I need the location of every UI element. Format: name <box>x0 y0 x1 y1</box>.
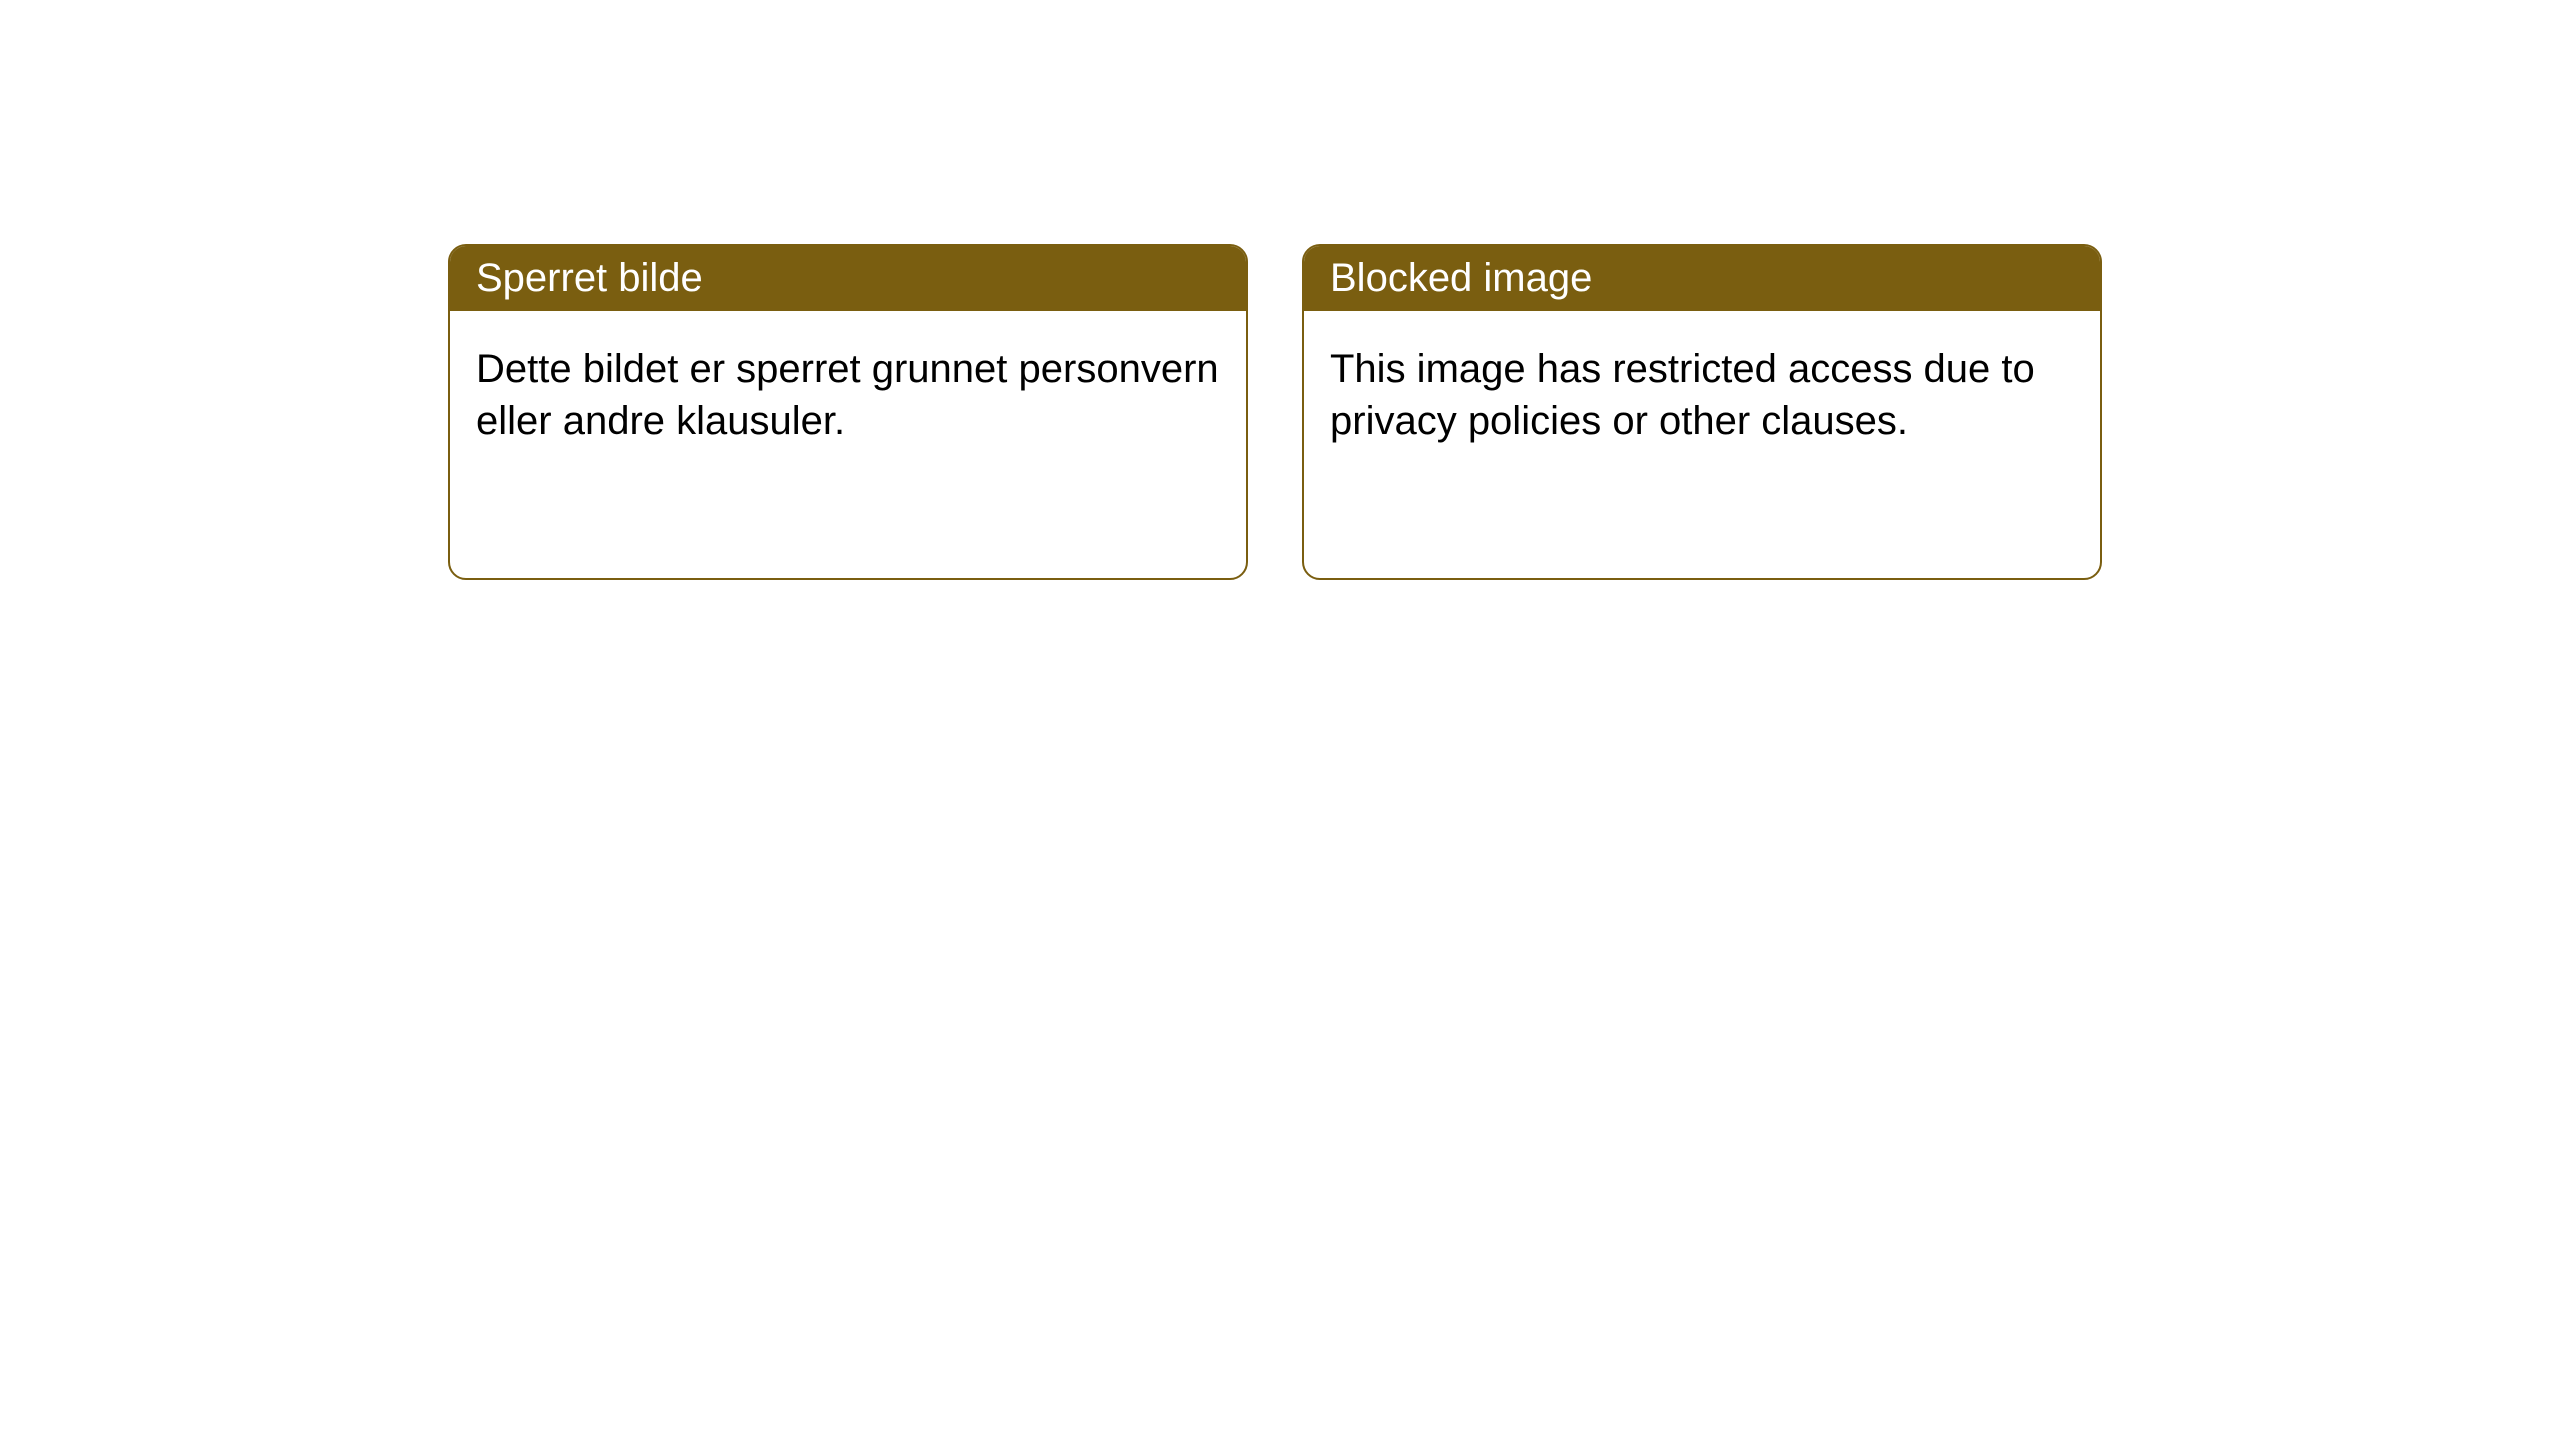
card-text-english: This image has restricted access due to … <box>1330 347 2035 443</box>
card-text-norwegian: Dette bildet er sperret grunnet personve… <box>476 347 1219 443</box>
card-title-norwegian: Sperret bilde <box>476 256 703 300</box>
card-title-english: Blocked image <box>1330 256 1592 300</box>
card-header-english: Blocked image <box>1304 246 2100 311</box>
card-body-english: This image has restricted access due to … <box>1304 311 2100 479</box>
card-header-norwegian: Sperret bilde <box>450 246 1246 311</box>
card-body-norwegian: Dette bildet er sperret grunnet personve… <box>450 311 1246 479</box>
notice-cards-container: Sperret bilde Dette bildet er sperret gr… <box>448 244 2102 580</box>
notice-card-english: Blocked image This image has restricted … <box>1302 244 2102 580</box>
notice-card-norwegian: Sperret bilde Dette bildet er sperret gr… <box>448 244 1248 580</box>
